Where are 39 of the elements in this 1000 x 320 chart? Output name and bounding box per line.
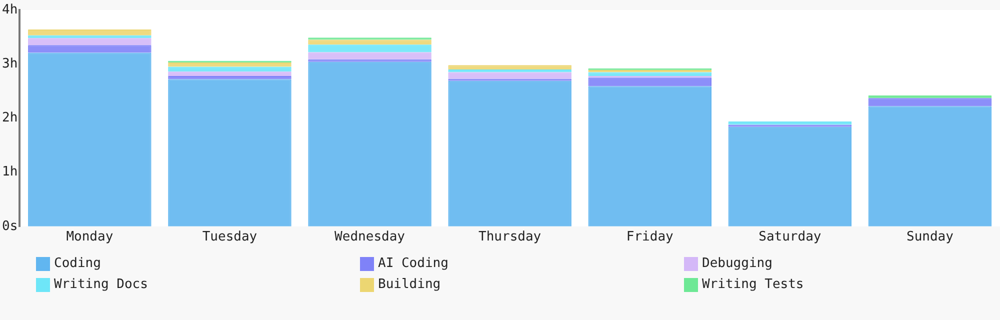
- bar: [168, 62, 292, 67]
- y-tick-label: 3h: [2, 56, 18, 72]
- bar: [868, 98, 992, 106]
- y-tick-label: 2h: [2, 110, 18, 126]
- legend-label: Debugging: [702, 256, 772, 271]
- bar: [448, 72, 572, 79]
- legend-label: Writing Tests: [702, 277, 804, 292]
- bar: [448, 65, 572, 70]
- bar: [308, 62, 432, 226]
- bar: [168, 66, 292, 72]
- legend-label: Writing Docs: [54, 277, 148, 292]
- bar: [588, 86, 712, 226]
- bar: [28, 52, 152, 226]
- bar: [28, 38, 152, 46]
- x-tick-label: Monday: [66, 230, 114, 245]
- bar: [728, 126, 852, 226]
- legend-label: Coding: [54, 256, 101, 271]
- bar: [588, 78, 712, 86]
- x-tick-label: Sunday: [906, 230, 954, 245]
- x-tick-label: Tuesday: [202, 230, 258, 245]
- bar: [588, 72, 712, 76]
- bar: [308, 40, 432, 45]
- bar: [168, 79, 292, 226]
- bar: [448, 80, 572, 226]
- y-tick-label: 0s: [2, 218, 18, 234]
- bar: [308, 44, 432, 52]
- legend-label: AI Coding: [378, 256, 448, 271]
- bar: [28, 45, 152, 53]
- bar: [308, 52, 432, 60]
- x-tick-label: Saturday: [758, 230, 822, 245]
- y-tick-label: 1h: [2, 164, 18, 180]
- bar: [868, 106, 992, 226]
- y-tick-label: 4h: [2, 2, 18, 18]
- x-tick-label: Friday: [626, 230, 674, 245]
- legend-label: Building: [378, 277, 441, 292]
- x-tick-label: Wednesday: [334, 230, 406, 245]
- x-tick-label: Thursday: [478, 230, 542, 245]
- bar: [168, 72, 292, 76]
- bar: [28, 29, 152, 36]
